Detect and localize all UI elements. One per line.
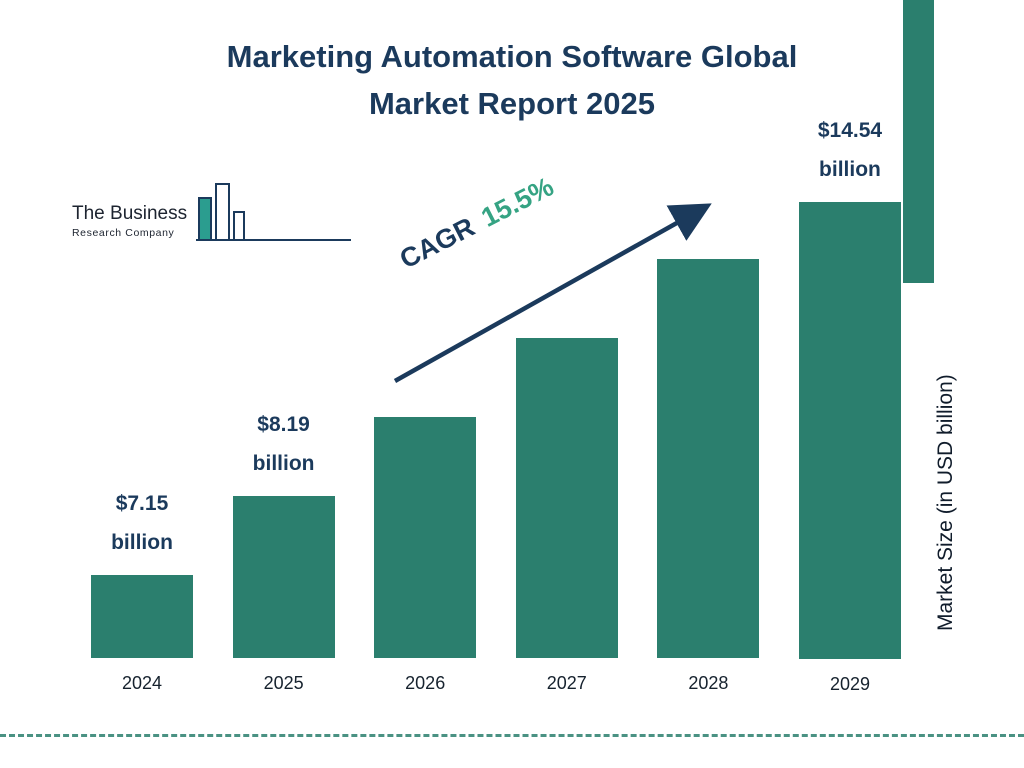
bottom-dashed-divider [0, 734, 1024, 737]
x-axis-label-2025: 2025 [263, 673, 304, 693]
bar-column-2029: $14.54 billion 2029 [798, 112, 902, 704]
bar-value-amount: $14.54 [817, 119, 883, 142]
logo-bars-icon [196, 183, 351, 241]
bar-value-unit: billion [819, 157, 881, 181]
logo-name: The Business [72, 203, 188, 224]
chart-title: Marketing Automation Software Global Mar… [0, 34, 1024, 127]
company-logo: The Business Research Company [72, 180, 351, 250]
bar-column-2025: $8.19 billion 2025 [232, 112, 336, 704]
bar-chart: $7.15 billion 2024 $8.19 billion 2025 2026 2027… [90, 112, 902, 704]
bar-value-label-2025: $8.19 billion [253, 406, 315, 484]
x-axis-label-2028: 2028 [688, 673, 729, 693]
logo-subtitle: Research Company [72, 226, 175, 239]
bar-column-2024: $7.15 billion 2024 [90, 112, 194, 704]
bar-value-unit: billion [252, 452, 315, 476]
bar-column-2026: 2026 [373, 112, 477, 704]
bar-column-2028: 2028 [656, 112, 760, 704]
bar-value-unit: billion [111, 531, 173, 555]
x-axis-label-2029: 2029 [829, 674, 870, 695]
bar-value-amount: $7.15 [115, 492, 169, 516]
decorative-strip [903, 0, 934, 283]
chart-title-line1: Marketing Automation Software Global [226, 39, 798, 74]
bar-2028 [657, 259, 760, 658]
x-axis-label-2027: 2027 [546, 673, 587, 693]
bar-2025 [232, 496, 335, 658]
bar-value-label-2029: $14.54 billion [818, 112, 882, 190]
bar-value-amount: $8.19 [257, 413, 310, 437]
cagr-arrow [393, 203, 712, 383]
x-axis-label-2024: 2024 [121, 673, 163, 693]
y-axis-label: Market Size (in USD billion) [934, 374, 957, 631]
bar-2024 [91, 575, 193, 658]
x-axis-label-2026: 2026 [405, 673, 446, 693]
bar-2026 [374, 417, 477, 658]
bar-column-2027: 2027 [515, 112, 619, 704]
bar-2029 [798, 201, 901, 660]
logo-text: The Business Research Company [72, 203, 188, 239]
bar-value-label-2024: $7.15 billion [111, 485, 173, 563]
bar-2027 [515, 338, 618, 658]
chart-title-line2: Market Report 2025 [368, 85, 655, 121]
